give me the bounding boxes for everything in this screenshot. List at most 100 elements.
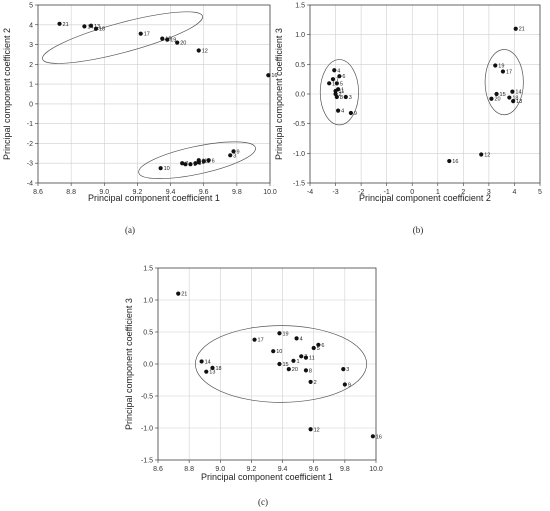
data-point [330, 77, 336, 82]
data-point [88, 23, 94, 28]
data-point [180, 161, 185, 166]
point-label: 8 [198, 161, 201, 167]
data-point [291, 358, 296, 363]
point-label: 17 [258, 338, 264, 344]
point-label: 17 [144, 32, 150, 38]
data-point [231, 149, 236, 154]
data-point [193, 161, 198, 166]
data-point [82, 24, 87, 29]
plot-frame [157, 267, 377, 461]
y-tick-label: -0.5 [141, 394, 153, 401]
x-tick-label: 9.6 [309, 466, 319, 473]
plot-frame [309, 4, 541, 184]
data-point [308, 379, 313, 385]
data-point [175, 40, 180, 45]
data-point [370, 434, 375, 439]
point-label: 5 [317, 346, 320, 352]
y-axis-label: Principal component coefficient 3 [274, 28, 284, 160]
data-point [188, 162, 193, 167]
data-point [510, 89, 515, 94]
point-label: 13 [209, 370, 215, 376]
point-label: 13 [516, 99, 522, 105]
point-label: 2 [314, 380, 317, 386]
cluster-ellipse [319, 59, 359, 126]
x-tick-label: 8.8 [66, 189, 76, 196]
x-tick-label: 9.0 [215, 466, 225, 473]
point-label: 10 [332, 81, 338, 87]
data-point [299, 354, 304, 359]
point-label: 20 [180, 41, 186, 47]
y-axis-label: Principal component coefficient 2 [2, 28, 12, 160]
y-tick-label: -2 [27, 141, 33, 148]
point-label: 19 [170, 38, 176, 44]
data-point [277, 331, 282, 336]
x-tick-label: -4 [307, 189, 313, 196]
panel-b: -4 -3 -2 -1 0 1 2 3 4 5-1.5-1.0-0.50.00.51.01.521… [274, 3, 542, 236]
data-point [337, 74, 342, 79]
data-point [489, 96, 494, 101]
point-label: 12 [484, 153, 490, 159]
data-point [303, 355, 309, 360]
panel-tag: (a) [125, 225, 135, 235]
y-tick-label: 2 [29, 62, 33, 69]
x-tick-label: 9.0 [99, 189, 109, 196]
data-point [294, 336, 299, 341]
data-point [513, 26, 518, 31]
x-tick-label: 8.6 [153, 466, 163, 473]
data-point [333, 88, 338, 94]
x-tick-label: 9.4 [278, 466, 288, 473]
point-label: 3 [346, 367, 349, 373]
y-tick-label: 1.5 [295, 3, 305, 10]
point-label: 17 [506, 69, 512, 75]
point-label: 14 [87, 24, 93, 30]
data-point [334, 81, 339, 86]
point-label: 20 [494, 97, 500, 103]
data-point [332, 68, 337, 73]
data-point [196, 48, 201, 53]
data-point [206, 158, 211, 163]
data-point [228, 153, 233, 158]
data-point [286, 367, 291, 372]
data-point [266, 73, 271, 78]
point-label: 16 [376, 434, 382, 440]
x-tick-label: 0 [410, 189, 414, 196]
point-label: 8 [340, 95, 343, 101]
point-label: 14 [515, 90, 521, 96]
y-tick-label: -4 [27, 181, 33, 188]
y-tick-label: 1.0 [295, 32, 305, 39]
panel-a: 8.6 8.8 9.0 9.2 9.4 9.6 9.8 10.0-4-3-2-10123452… [2, 3, 277, 236]
y-tick-label: 1.0 [143, 298, 153, 305]
data-point [494, 91, 499, 97]
point-label: 6 [212, 158, 215, 164]
y-tick-label: -1.0 [293, 151, 305, 158]
x-tick-label: 8.8 [184, 466, 194, 473]
point-label: 8 [309, 368, 312, 374]
data-point [158, 166, 163, 171]
x-tick-label: 9.8 [340, 466, 350, 473]
y-tick-label: 3 [29, 42, 33, 49]
y-tick-label: -3 [27, 161, 33, 168]
point-label: 15 [282, 362, 288, 368]
y-tick-label: 0.5 [295, 62, 305, 69]
panel-c: 8.6 8.8 9.0 9.2 9.4 9.6 9.8 10.0 -1.5 -1.0 -0.5 0.0… [124, 266, 383, 508]
data-point [138, 31, 143, 36]
point-label: 13 [94, 24, 100, 30]
point-label: 12 [314, 427, 320, 433]
point-label: 9 [348, 382, 351, 388]
data-point [342, 382, 347, 387]
data-point [493, 63, 498, 68]
y-tick-label: 0.0 [295, 92, 305, 99]
point-label: 19 [282, 331, 288, 337]
data-point [204, 369, 209, 374]
data-point [277, 361, 282, 367]
point-label: 10 [164, 166, 170, 172]
data-point [336, 108, 341, 113]
point-label: 1 [341, 87, 344, 93]
data-point [500, 69, 506, 74]
data-point [252, 337, 257, 342]
data-point [57, 21, 62, 26]
y-tick-label: 1.5 [143, 266, 153, 273]
data-point [176, 291, 181, 296]
point-label: 9 [354, 111, 357, 117]
